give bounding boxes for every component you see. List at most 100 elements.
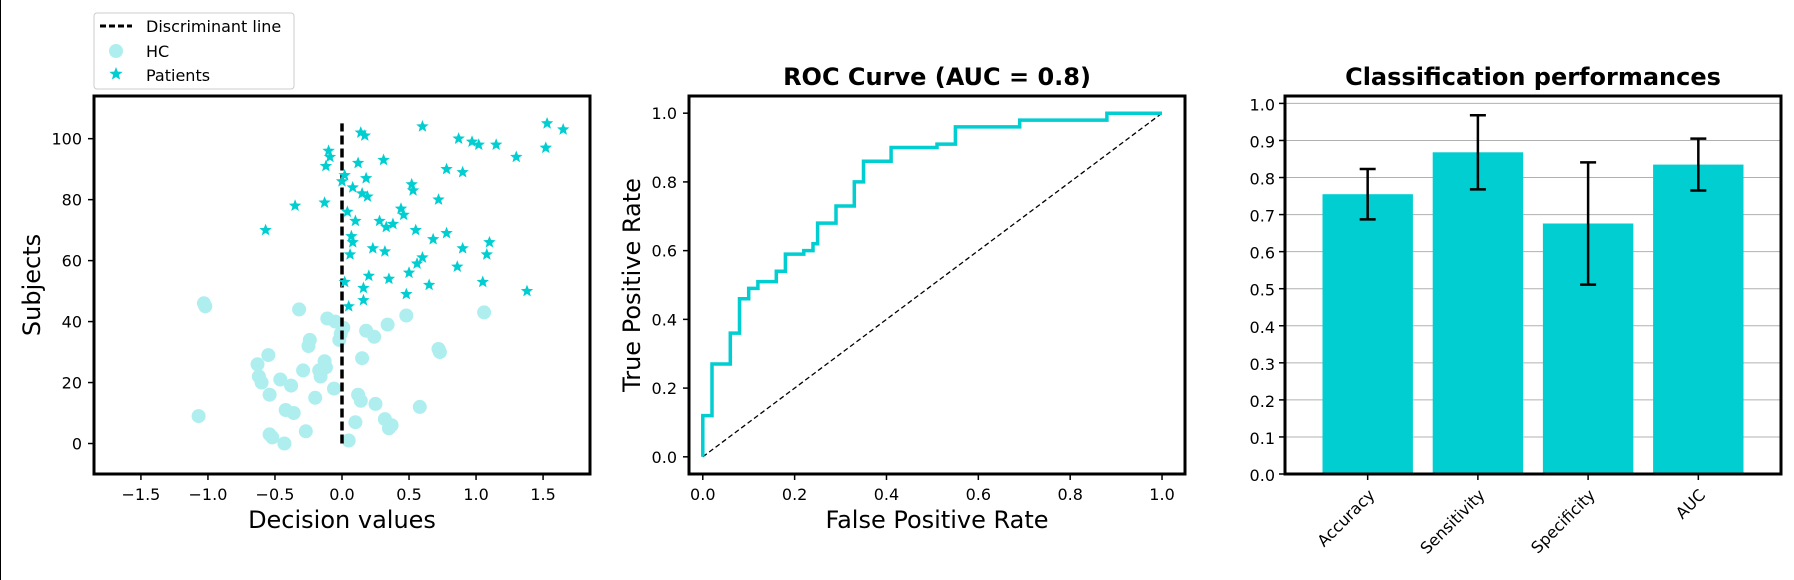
patient-point (288, 199, 302, 211)
patient-point (394, 202, 408, 215)
patient-point (489, 138, 503, 151)
roc-y-tick-label: 1.0 (652, 104, 677, 123)
decision-values-panel: −1.5 −1.0 −0.5 0.0 0.5 1.0 1.5 0 20 40 60 80 100 Dec… (18, 12, 592, 534)
roc-x-tick-label: 0.0 (690, 485, 715, 504)
legend-hc-swatch (109, 44, 123, 58)
scatter-marks (191, 116, 570, 451)
hc-point (313, 369, 328, 384)
performance-y-tick-label: 0.2 (1250, 392, 1275, 411)
roc-panel: ROC Curve (AUC = 0.8) 0.0 0.2 0.4 0.6 0.8 1.0… (618, 63, 1187, 534)
patient-point (354, 126, 367, 138)
patient-point (351, 156, 365, 169)
scatter-y-axis-label: Subjects (18, 234, 46, 336)
performance-y-tick-label: 0.5 (1250, 281, 1275, 300)
scatter-x-tick-label: −1.0 (189, 485, 228, 504)
patient-point (400, 287, 413, 300)
performance-y-tick-label: 1.0 (1250, 95, 1275, 114)
scatter-x-tick-label: 1.5 (530, 485, 555, 504)
scatter-x-tick-label: 1.0 (463, 485, 488, 504)
patient-point (476, 275, 489, 288)
patient-point (416, 119, 429, 132)
legend-patients-swatch (109, 67, 123, 80)
category-label-specificity: Specificity (1527, 485, 1599, 557)
patient-point (349, 214, 362, 227)
performance-y-tick-label: 0.1 (1250, 429, 1275, 448)
bar-sensitivity (1432, 152, 1524, 475)
performance-y-tick-label: 0.0 (1250, 466, 1275, 485)
category-label-auc: AUC (1672, 485, 1709, 522)
patient-point (346, 180, 359, 193)
chance-line (702, 112, 1163, 458)
roc-x-tick-label: 0.6 (966, 485, 991, 504)
hc-point (353, 393, 368, 408)
patient-point (319, 159, 333, 172)
category-label-sensitivity: Sensitivity (1416, 485, 1488, 557)
roc-ticks: 0.0 0.2 0.4 0.6 0.8 1.0 0.0 0.2 0.4 0.6 0.8 1.0 (652, 104, 1175, 504)
hc-point (265, 430, 280, 445)
patient-point (366, 241, 380, 254)
hc-point (254, 375, 269, 390)
category-label-accuracy: Accuracy (1313, 485, 1378, 550)
performance-y-tick-label: 0.9 (1250, 132, 1275, 151)
hc-point (399, 308, 414, 323)
scatter-x-tick-label: −1.5 (121, 485, 160, 504)
roc-y-tick-label: 0.2 (652, 379, 677, 398)
scatter-x-tick-label: −0.5 (256, 485, 295, 504)
bar-auc (1653, 164, 1744, 474)
scatter-x-tick-label: 0.0 (329, 485, 354, 504)
hc-point (286, 406, 301, 420)
legend-discriminant-label: Discriminant line (146, 17, 281, 36)
patient-point (358, 129, 371, 141)
hc-point (308, 390, 323, 405)
hc-point (250, 357, 265, 372)
patient-point (359, 171, 373, 184)
scatter-y-tick-label: 0 (72, 435, 82, 454)
patient-point (397, 208, 410, 221)
roc-title: ROC Curve (AUC = 0.8) (783, 63, 1091, 91)
patient-point (335, 174, 349, 187)
hc-point (368, 396, 383, 411)
hc-point (341, 433, 356, 448)
patient-point (510, 150, 523, 163)
bar-accuracy (1322, 194, 1413, 474)
performance-panel: Classification performances Accuracy Sens… (1250, 63, 1783, 558)
hc-point (355, 351, 370, 366)
hc-point (412, 399, 427, 414)
patient-point (483, 235, 496, 248)
hc-point (262, 387, 277, 402)
hc-point (296, 363, 311, 378)
hc-point (298, 424, 313, 439)
hc-point (348, 415, 363, 430)
hc-point (198, 299, 213, 314)
scatter-y-tick-label: 20 (62, 374, 82, 393)
patient-point (357, 293, 370, 306)
performance-y-tick-label: 0.4 (1250, 318, 1275, 337)
patient-point (361, 190, 374, 202)
roc-y-tick-label: 0.6 (652, 242, 677, 261)
patient-point (343, 248, 357, 260)
patient-point (520, 284, 534, 297)
patient-point (382, 272, 396, 285)
patient-point (386, 217, 400, 230)
performance-title: Classification performances (1345, 63, 1721, 91)
hc-point (336, 320, 351, 335)
patient-point (426, 232, 440, 245)
performance-y-tick-label: 0.6 (1250, 244, 1275, 263)
patient-point (259, 223, 272, 236)
patient-point (377, 153, 390, 166)
hc-point (261, 348, 276, 363)
patient-point (405, 177, 418, 190)
roc-x-tick-label: 0.8 (1057, 485, 1082, 504)
roc-y-tick-label: 0.0 (652, 448, 677, 467)
patient-point (465, 135, 479, 147)
hc-point (384, 418, 399, 433)
patient-point (338, 275, 351, 288)
patient-point (452, 132, 465, 144)
patient-point (409, 223, 422, 236)
patient-point (402, 266, 416, 279)
hc-point (327, 381, 341, 396)
legend-box (93, 12, 295, 90)
roc-x-tick-label: 0.2 (782, 485, 807, 504)
patient-point (432, 193, 445, 205)
roc-y-tick-label: 0.8 (652, 173, 677, 192)
